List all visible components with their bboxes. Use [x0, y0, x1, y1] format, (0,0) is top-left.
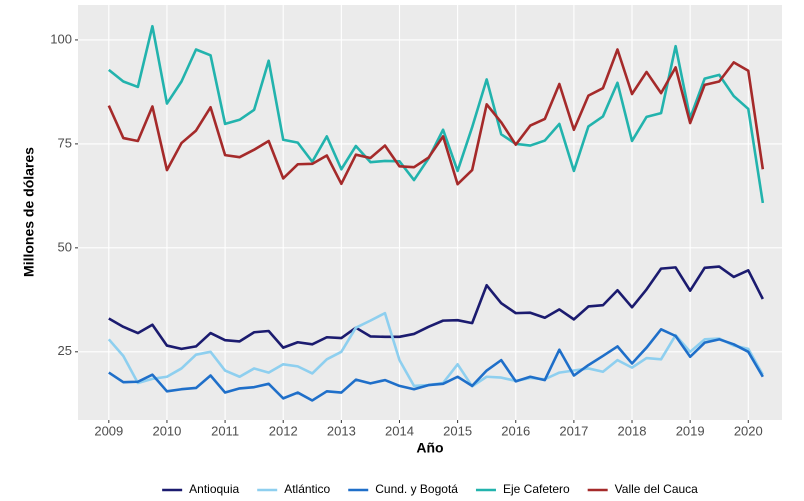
y-tick-label: 25	[58, 343, 72, 358]
x-tick-label: 2019	[676, 423, 705, 438]
x-tick-label: 2014	[385, 423, 414, 438]
series-line	[108, 328, 764, 402]
series-line	[108, 265, 764, 351]
x-tick-label: 2009	[94, 423, 123, 438]
legend-label: Cund. y Bogotá	[375, 482, 458, 496]
y-axis-title: Millones de dólares	[21, 147, 37, 277]
series-line	[107, 48, 765, 186]
y-tick-label: 100	[50, 31, 72, 46]
y-tick-label: 50	[58, 239, 72, 254]
x-tick-label: 2015	[443, 423, 472, 438]
legend-label: Atlántico	[284, 482, 330, 496]
x-tick-label: 2016	[501, 423, 530, 438]
x-tick-label: 2011	[211, 423, 239, 438]
x-tick-label: 2012	[269, 423, 298, 438]
x-tick-label: 2010	[152, 423, 181, 438]
x-tick-label: 2018	[618, 423, 647, 438]
x-tick-label: 2020	[734, 423, 763, 438]
legend-label: Eje Cafetero	[503, 482, 570, 496]
y-tick-label: 75	[58, 135, 72, 150]
legend-label: Antioquia	[189, 482, 239, 496]
x-tick-label: 2017	[559, 423, 588, 438]
x-tick-label: 2013	[327, 423, 356, 438]
x-axis-title: Año	[416, 440, 443, 456]
legend-label: Valle del Cauca	[615, 482, 698, 496]
series-line	[107, 24, 765, 204]
